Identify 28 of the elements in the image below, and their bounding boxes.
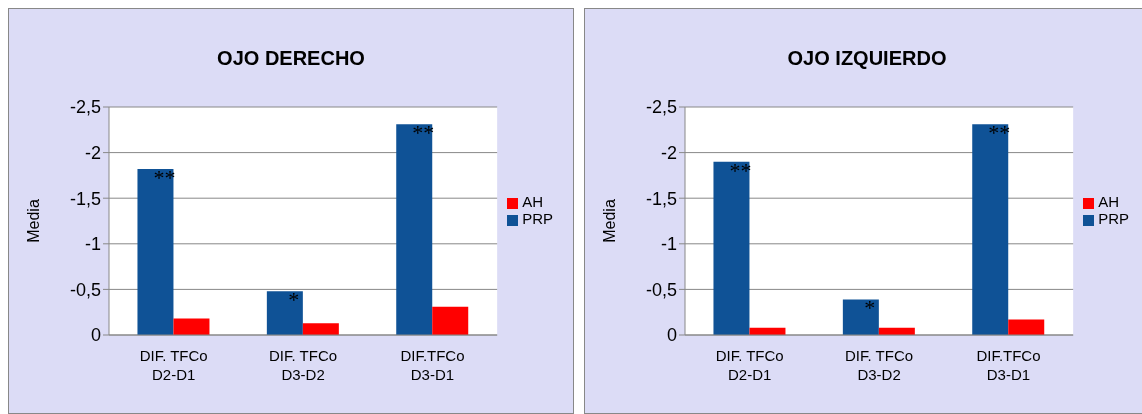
y-tick-label: -1,5 bbox=[645, 188, 677, 209]
annotation: * bbox=[864, 295, 876, 321]
x-tick-label: DIF.TFCo D3-D1 bbox=[976, 347, 1041, 383]
y-tick-label: -0,5 bbox=[645, 279, 677, 300]
legend-label: PRP bbox=[1098, 210, 1129, 227]
legend-label: PRP bbox=[522, 210, 553, 227]
legend-label: AH bbox=[1098, 193, 1119, 210]
y-tick-label: -2 bbox=[660, 142, 677, 163]
chart-title: OJO DERECHO bbox=[216, 47, 366, 70]
x-tick-label: DIF. TFCo D3-D2 bbox=[845, 347, 914, 383]
y-tick-label: -2,5 bbox=[69, 97, 101, 118]
y-tick-label: -1 bbox=[660, 234, 677, 255]
y-axis-title: Media bbox=[24, 199, 42, 243]
legend-label: AH bbox=[522, 193, 543, 210]
y-axis-title: Media bbox=[600, 199, 618, 243]
x-tick-label: DIF. TFCo D2-D1 bbox=[139, 347, 208, 383]
x-tick-label: DIF. TFCo D2-D1 bbox=[715, 347, 784, 383]
x-tick-label: DIF. TFCo D3-D2 bbox=[269, 347, 338, 383]
chart-title: OJO IZQUIERDO bbox=[786, 47, 948, 70]
y-tick-label: -1 bbox=[84, 234, 101, 255]
y-tick-label: -0,5 bbox=[69, 279, 101, 300]
y-tick-label: 0 bbox=[666, 325, 677, 346]
y-tick-label: 0 bbox=[90, 325, 101, 346]
annotation: * bbox=[288, 287, 300, 313]
y-tick-label: -2 bbox=[84, 142, 101, 163]
y-tick-label: -2,5 bbox=[645, 97, 677, 118]
y-tick-label: -1,5 bbox=[69, 188, 101, 209]
x-tick-label: DIF.TFCo D3-D1 bbox=[400, 347, 465, 383]
